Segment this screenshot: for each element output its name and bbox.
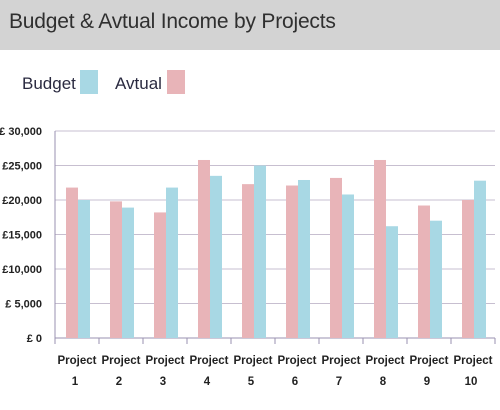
x-tick-label-number: 6 — [292, 376, 298, 388]
y-tick-label: £ 30,000 — [0, 126, 42, 138]
y-tick-label: £20,000 — [2, 195, 42, 207]
x-tick-label-number: 1 — [72, 376, 79, 388]
x-tick-label: Project — [454, 355, 493, 367]
x-tick-label-number: 9 — [424, 376, 430, 388]
bar-budget — [78, 200, 90, 338]
bar-budget — [430, 220, 442, 338]
bar-avtual — [198, 159, 210, 338]
x-tick-label-number: 2 — [116, 376, 122, 388]
bar-budget — [342, 194, 354, 338]
x-tick-label: Project — [322, 355, 361, 367]
x-tick-label: Project — [278, 355, 317, 367]
x-tick-label-number: 4 — [204, 376, 211, 388]
bar-budget — [474, 180, 486, 338]
x-tick-label-number: 3 — [160, 376, 166, 388]
x-tick-label: Project — [58, 355, 97, 367]
x-tick-label: Project — [190, 355, 229, 367]
x-tick-label: Project — [410, 355, 449, 367]
bar-avtual — [374, 159, 386, 338]
bar-avtual — [286, 185, 298, 338]
legend-label-actual: Avtual — [115, 74, 162, 93]
legend-swatch-actual — [167, 70, 185, 94]
bar-avtual — [154, 212, 166, 338]
x-tick-label-number: 8 — [380, 376, 387, 388]
x-tick-label: Project — [102, 355, 141, 367]
x-tick-label: Project — [146, 355, 185, 367]
bar-budget — [122, 207, 134, 338]
y-tick-label: £15,000 — [2, 230, 42, 242]
x-tick-label-number: 5 — [248, 376, 255, 388]
y-tick-label: £10,000 — [2, 264, 42, 276]
legend-label-budget: Budget — [22, 74, 76, 93]
bar-avtual — [418, 205, 430, 338]
bar-avtual — [66, 187, 78, 338]
y-tick-label: £25,000 — [2, 161, 42, 173]
bar-budget — [386, 226, 398, 338]
bar-avtual — [462, 200, 474, 338]
x-tick-label-number: 10 — [465, 376, 478, 388]
y-tick-label: £ 5,000 — [5, 299, 42, 311]
y-tick-label: £ 0 — [27, 333, 42, 345]
bar-budget — [210, 175, 222, 338]
bar-avtual — [330, 177, 342, 338]
chart-title: Budget & Avtual Income by Projects — [9, 10, 336, 33]
x-tick-label: Project — [366, 355, 405, 367]
chart-title-bar: Budget & Avtual Income by Projects — [0, 0, 500, 50]
bar-budget — [254, 165, 266, 338]
legend-swatch-budget — [80, 70, 98, 94]
bar-budget — [298, 179, 310, 338]
bar-budget — [166, 187, 178, 338]
bar-avtual — [110, 201, 122, 338]
x-tick-label: Project — [234, 355, 273, 367]
bar-avtual — [242, 184, 254, 338]
x-tick-label-number: 7 — [336, 376, 342, 388]
